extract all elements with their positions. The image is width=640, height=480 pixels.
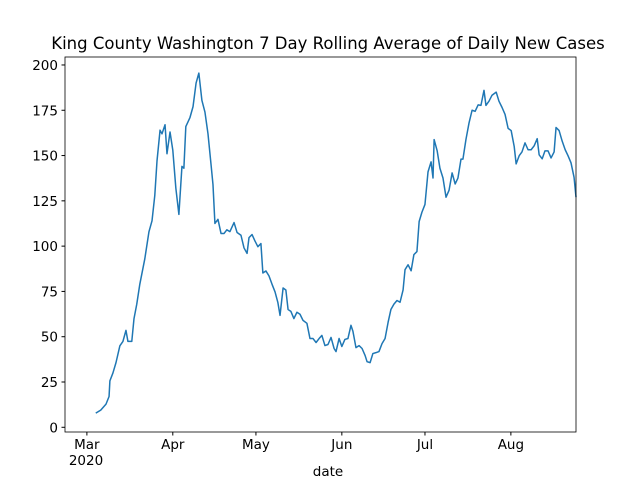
line <box>95 72 577 414</box>
x-tick-label: Apr <box>161 437 185 453</box>
y-tick-label: 25 <box>41 375 58 391</box>
y-tick-label: 50 <box>41 330 58 346</box>
x-tick-label: Aug <box>498 437 524 453</box>
x-axis-label: date <box>313 464 343 480</box>
x-year-label: 2020 <box>69 453 103 469</box>
x-tick-label: Mar <box>74 437 100 453</box>
x-tick-label: Jul <box>416 437 433 453</box>
x-tick-label: May <box>242 437 270 453</box>
y-tick-label: 0 <box>49 420 58 436</box>
y-tick-label: 175 <box>32 103 58 119</box>
y-tick-label: 200 <box>32 58 58 74</box>
y-tick-label: 100 <box>32 239 58 255</box>
chart-title: King County Washington 7 Day Rolling Ave… <box>51 34 604 53</box>
axes-frame <box>64 56 577 433</box>
x-tick-label: Jun <box>330 437 352 453</box>
y-tick-label: 75 <box>41 284 58 300</box>
y-tick-label: 150 <box>32 149 58 165</box>
y-tick-label: 125 <box>32 194 58 210</box>
